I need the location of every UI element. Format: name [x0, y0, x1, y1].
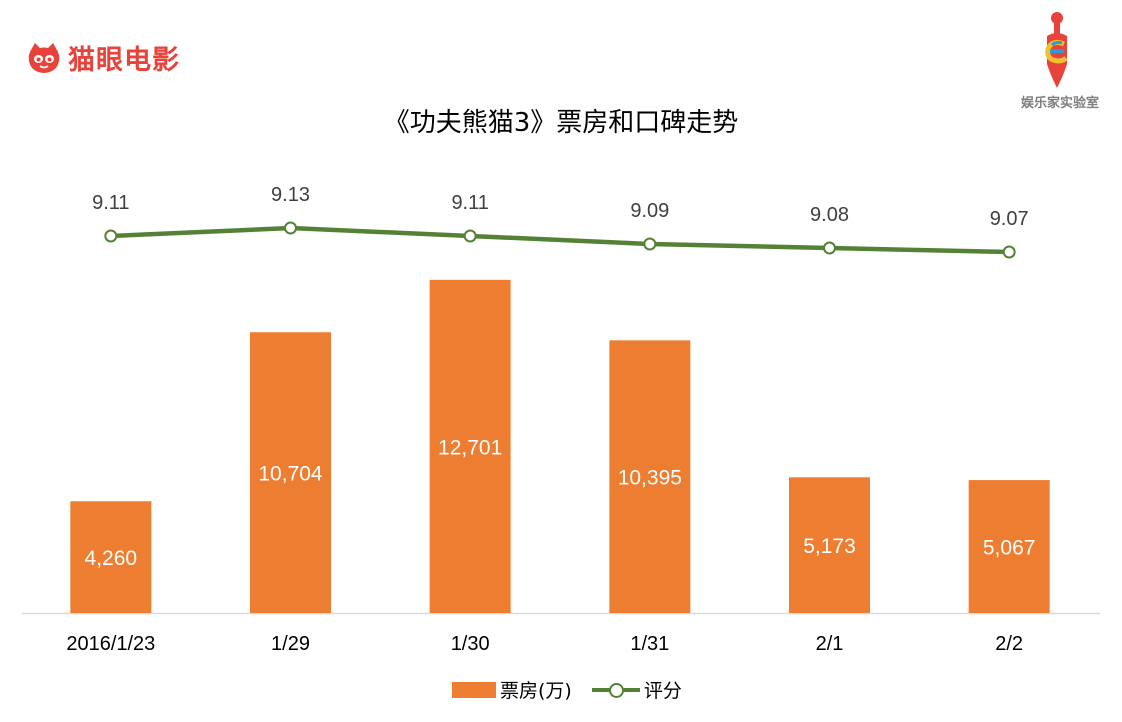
bar-1: [250, 332, 331, 613]
x-tick-label-3: 1/31: [630, 633, 669, 655]
rating-point-1: [284, 221, 297, 235]
legend-swatch-rating: [591, 682, 640, 698]
bar-4: [789, 477, 870, 613]
rating-value-label-0: 9.11: [92, 192, 129, 214]
brand-name: 猫眼电影: [68, 45, 180, 76]
bar-2: [429, 279, 511, 613]
bar-value-label-0: 4,260: [85, 547, 138, 570]
bar-3: [609, 340, 691, 613]
bar-5: [968, 480, 1050, 613]
bar-value-label-5: 5,067: [983, 537, 1036, 560]
legend-label-box-office: 票房(万): [500, 680, 572, 702]
lab-badge-text: 娱乐家实验室: [1020, 96, 1099, 111]
x-tick-label-5: 2/2: [995, 633, 1023, 655]
rating-point-3: [643, 237, 657, 251]
chart-title: 《功夫熊猫3》票房和口碑走势: [383, 108, 739, 138]
bar-0: [70, 501, 152, 613]
rating-point-5: [1002, 245, 1016, 259]
dropper-e-icon: [1045, 12, 1068, 88]
legend-label-rating: 评分: [643, 680, 682, 702]
rating-value-label-3: 9.09: [630, 200, 669, 222]
rating-value-label-1: 9.13: [271, 184, 310, 206]
bar-value-label-4: 5,173: [803, 535, 856, 558]
legend-swatch-box-office: [452, 681, 496, 698]
rating-line: [110, 225, 1010, 255]
bar-value-label-2: 12,701: [438, 436, 502, 459]
bar-value-label-1: 10,704: [258, 463, 323, 486]
rating-value-label-2: 9.11: [451, 192, 488, 214]
x-tick-label-4: 2/1: [816, 633, 844, 655]
rating-point-2: [463, 229, 477, 243]
x-tick-label-1: 1/29: [271, 633, 310, 655]
x-tick-label-0: 2016/1/23: [66, 633, 155, 655]
maoyan-logo: 猫眼电影: [26, 38, 180, 77]
x-tick-label-2: 1/30: [451, 633, 490, 655]
rating-value-label-5: 9.07: [990, 208, 1029, 230]
lab-badge: 娱乐家实验室: [1012, 6, 1108, 111]
rating-point-0: [104, 229, 118, 243]
cat-eye-icon: [28, 42, 60, 73]
chart-legend: 票房(万) 评分: [452, 676, 682, 703]
rating-point-4: [823, 241, 836, 255]
bar-value-label-3: 10,395: [618, 467, 682, 490]
rating-value-label-4: 9.08: [810, 204, 849, 226]
